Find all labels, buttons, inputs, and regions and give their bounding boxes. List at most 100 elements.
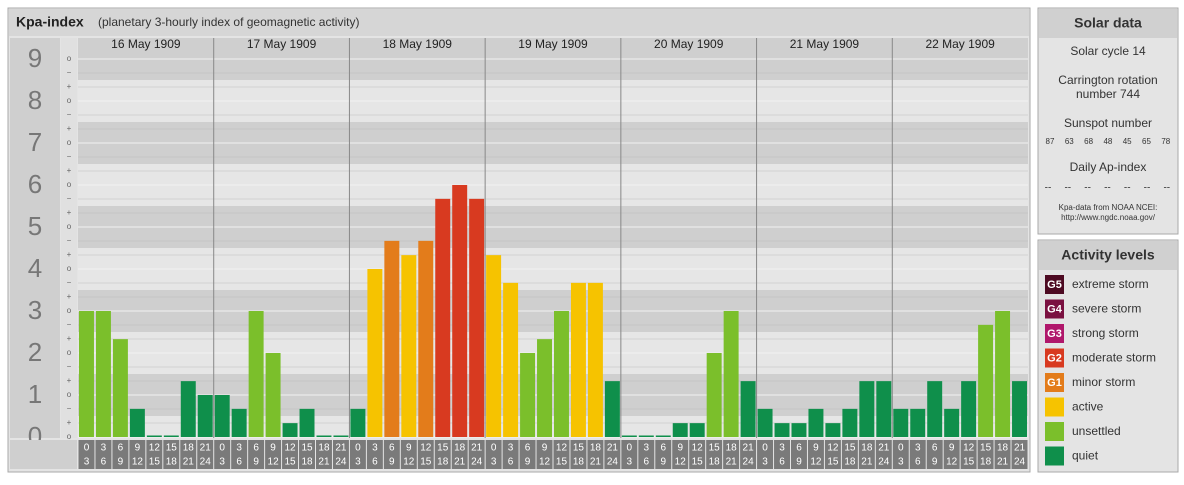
carrington: number 744: [1076, 87, 1140, 101]
day-label: 20 May 1909: [654, 37, 724, 51]
bar: [842, 408, 858, 437]
level-label: active: [1072, 400, 1104, 414]
day-label: 18 May 1909: [383, 37, 453, 51]
hour-box: [892, 440, 909, 469]
hour-box: [604, 440, 621, 469]
hour-label: 6: [372, 457, 378, 468]
bar: [486, 255, 502, 437]
hour-label: 18: [709, 457, 721, 468]
hour-label: 6: [236, 457, 242, 468]
hour-box: [807, 440, 824, 469]
hour-box: [740, 440, 757, 469]
hour-label: 3: [644, 443, 650, 454]
hour-label: 6: [101, 457, 107, 468]
sunspot: 45: [1123, 137, 1132, 146]
bar: [893, 408, 909, 437]
hour-box: [282, 440, 299, 469]
bar: [825, 423, 841, 437]
hour-box: [332, 440, 349, 469]
hour-label: 15: [420, 457, 432, 468]
sub-tick-label: o: [67, 180, 72, 189]
hour-label: 24: [743, 457, 755, 468]
hour-label: 21: [454, 457, 466, 468]
hour-label: 6: [779, 457, 785, 468]
bar: [587, 282, 603, 437]
bar: [163, 435, 179, 437]
level-swatch: [1045, 324, 1064, 343]
hour-box: [78, 440, 95, 469]
level-swatch: [1045, 422, 1064, 441]
hour-box: [434, 440, 451, 469]
sub-tick-label: +: [67, 334, 72, 343]
hour-label: 24: [335, 457, 347, 468]
hour-label: 12: [284, 443, 296, 454]
hour-box: [570, 440, 587, 469]
hour-label: 12: [149, 443, 161, 454]
hour-box: [791, 440, 807, 469]
bar: [910, 408, 926, 437]
level-label: strong storm: [1072, 326, 1139, 340]
sub-tick-label: +: [67, 124, 72, 133]
solar-panel: [1037, 7, 1179, 235]
bar: [876, 381, 892, 437]
y-tick-label: 5: [28, 211, 42, 241]
hour-label: 6: [660, 443, 666, 454]
sunspot: 68: [1084, 137, 1093, 146]
hour-box: [655, 440, 672, 469]
hour-label: 24: [471, 457, 483, 468]
sub-tick-label: +: [67, 166, 72, 175]
hour-label: 18: [980, 457, 992, 468]
hour-label: 3: [915, 443, 921, 454]
hour-label: 6: [118, 443, 124, 454]
hour-box: [146, 440, 163, 469]
y-tick-label: 7: [28, 127, 42, 157]
hour-box: [248, 440, 265, 469]
level-label: extreme storm: [1072, 277, 1149, 291]
level-badge: G1: [1047, 377, 1062, 389]
hour-label: 12: [675, 457, 687, 468]
hour-label: 18: [437, 457, 449, 468]
sub-tick-label: o: [67, 306, 72, 315]
hour-box: [706, 440, 723, 469]
hour-label: 21: [607, 443, 619, 454]
bar: [401, 255, 417, 437]
bar: [859, 381, 875, 437]
source: http://www.ngdc.noaa.gov/: [1061, 213, 1156, 222]
bar: [384, 240, 400, 437]
y-tick-label: 6: [28, 169, 42, 199]
hour-box: [757, 440, 774, 469]
hour-label: 15: [692, 457, 704, 468]
hour-box: [960, 440, 977, 469]
sub-tick-label: o: [67, 222, 72, 231]
bar: [757, 408, 773, 437]
bar: [112, 339, 128, 437]
hour-box: [214, 440, 231, 469]
levels-header: [1039, 241, 1177, 270]
hour-box: [502, 440, 519, 469]
hour-label: 21: [200, 443, 212, 454]
hour-label: 15: [149, 457, 161, 468]
bar: [723, 311, 739, 437]
sub-tick-label: o: [67, 54, 72, 63]
subtitle: (planetary 3-hourly index of geomagnetic…: [98, 15, 359, 29]
level-badge: G3: [1047, 328, 1062, 340]
hour-label: 15: [980, 443, 992, 454]
bar: [927, 381, 943, 437]
day-label: 19 May 1909: [518, 37, 588, 51]
sunspot-title: Sunspot number: [1064, 116, 1152, 130]
hour-label: 18: [590, 443, 602, 454]
hour-label: 6: [932, 443, 938, 454]
bar: [214, 395, 230, 437]
hour-label: 12: [692, 443, 704, 454]
sub-tick-label: +: [67, 418, 72, 427]
sub-tick-label: o: [67, 348, 72, 357]
hour-label: 18: [318, 443, 330, 454]
sub-tick-label: −: [67, 278, 72, 287]
bar: [537, 339, 552, 437]
hour-box: [621, 440, 638, 469]
hour-label: 15: [284, 457, 296, 468]
ap-value: --: [1104, 183, 1111, 194]
hour-label: 24: [200, 457, 212, 468]
hour-label: 24: [878, 457, 890, 468]
